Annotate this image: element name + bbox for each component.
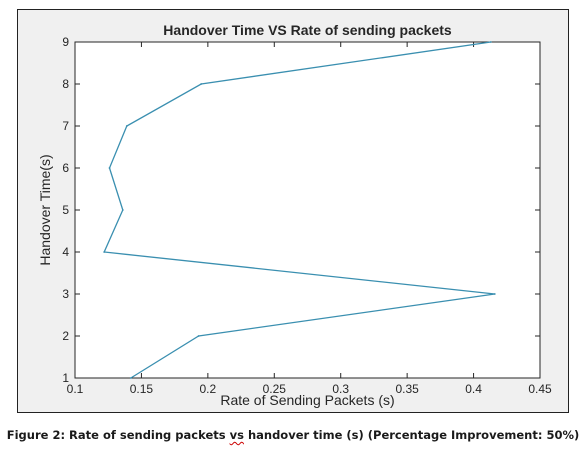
y-tick-label: 2	[62, 329, 69, 343]
x-tick-label: 0.1	[67, 382, 84, 396]
data-point	[129, 377, 132, 379]
x-tick-label: 0.2	[200, 382, 217, 396]
x-tick-label: 0.15	[130, 382, 154, 396]
y-tick-label: 5	[62, 203, 69, 217]
figure-caption: Figure 2: Rate of sending packets vs han…	[0, 428, 586, 442]
caption-suffix: handover time (s) (Percentage Improvemen…	[243, 428, 580, 442]
data-point	[108, 167, 111, 169]
data-point	[103, 251, 106, 253]
y-tick-label: 6	[62, 161, 69, 175]
data-point	[489, 41, 492, 43]
data-point	[200, 83, 203, 85]
y-tick-label: 8	[62, 77, 69, 91]
plot-area	[74, 41, 541, 379]
data-point	[197, 335, 200, 337]
x-tick-label: 0.25	[263, 382, 287, 396]
y-tick-label: 3	[62, 287, 69, 301]
x-tick-label: 0.3	[332, 382, 349, 396]
y-tick-label: 4	[62, 245, 69, 259]
y-axis-label: Handover Time(s)	[37, 154, 53, 265]
chart-title: Handover Time VS Rate of sending packets	[163, 22, 452, 38]
y-tick-label: 7	[62, 119, 69, 133]
figure-frame: Handover Time VS Rate of sending packets…	[17, 9, 569, 413]
data-point	[125, 125, 128, 127]
chart: Handover Time VS Rate of sending packets…	[37, 22, 552, 408]
caption-prefix: Figure 2: Rate of sending packets	[6, 428, 230, 442]
x-tick-label: 0.35	[395, 382, 419, 396]
x-tick-label: 0.45	[528, 382, 552, 396]
data-point	[121, 209, 124, 211]
x-tick-label: 0.4	[465, 382, 482, 396]
axis-ticks: 0.1 0.15 0.2 0.25 0.3 0.35 0.4 0.45 1 2 3 4 5 6 7 8 9	[62, 35, 552, 396]
y-tick-label: 1	[62, 371, 69, 385]
data-point	[493, 293, 496, 295]
x-axis-label: Rate of Sending Packets (s)	[220, 392, 394, 408]
caption-vs: vs	[229, 428, 244, 442]
series-layer	[103, 41, 496, 379]
y-tick-label: 9	[62, 35, 69, 49]
